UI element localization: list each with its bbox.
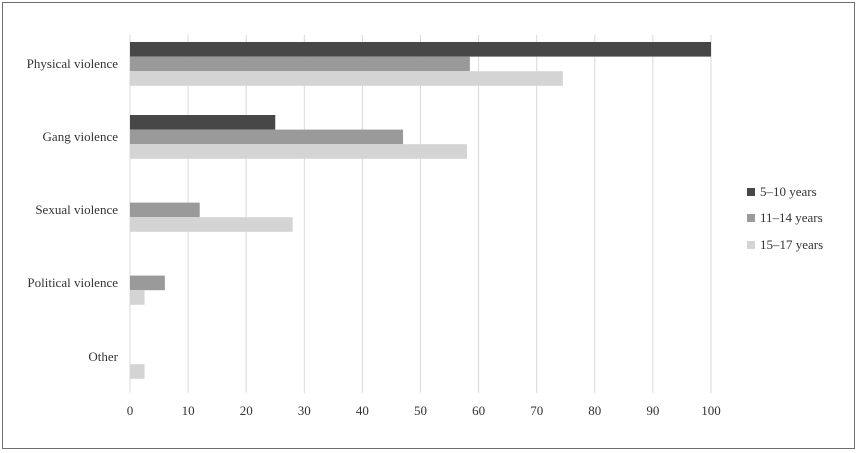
x-tick-label: 100 [701,403,721,418]
bar-physical-violence-series-1 [130,42,711,57]
bar-sexual-violence-series-3 [130,217,293,232]
bar-physical-violence-series-2 [130,56,470,72]
x-tick-label: 80 [588,403,601,418]
gridlines [129,35,712,393]
bar-gang-violence-series-3 [130,144,467,159]
bars [130,42,711,379]
x-tick-label: 20 [240,403,253,418]
category-label: Political violence [27,275,118,290]
bar-gang-violence-series-2 [130,129,404,145]
category-label: Sexual violence [35,202,118,217]
x-tick-label: 90 [646,403,659,418]
category-labels: Physical violence Gang violence Sexual vio… [27,56,119,364]
legend-label: 11–14 years [760,210,823,225]
legend-label: 5–10 years [760,184,817,199]
legend-swatch [747,214,755,222]
legend-swatch [747,188,755,196]
x-tick-label: 0 [127,403,134,418]
legend-label: 15–17 years [760,237,823,252]
bar-sexual-violence-series-2 [130,202,200,218]
bar-political-violence-series-2 [130,275,165,291]
bar-gang-violence-series-1 [130,115,276,130]
category-label: Gang violence [43,129,119,144]
legend: 5–10 years 11–14 years 15–17 years [747,184,823,252]
x-tick-labels: 0 10 20 30 40 50 60 70 80 90 100 [127,403,721,418]
category-label: Physical violence [27,56,119,71]
bar-political-violence-series-3 [130,290,145,305]
bar-physical-violence-series-3 [130,71,563,86]
x-tick-label: 60 [472,403,485,418]
x-tick-label: 30 [298,403,311,418]
x-tick-label: 40 [356,403,369,418]
x-tick-label: 50 [414,403,427,418]
legend-swatch [747,241,755,249]
x-tick-label: 70 [530,403,543,418]
bar-other-series-3 [130,364,145,379]
x-tick-label: 10 [182,403,195,418]
category-label: Other [88,349,118,364]
